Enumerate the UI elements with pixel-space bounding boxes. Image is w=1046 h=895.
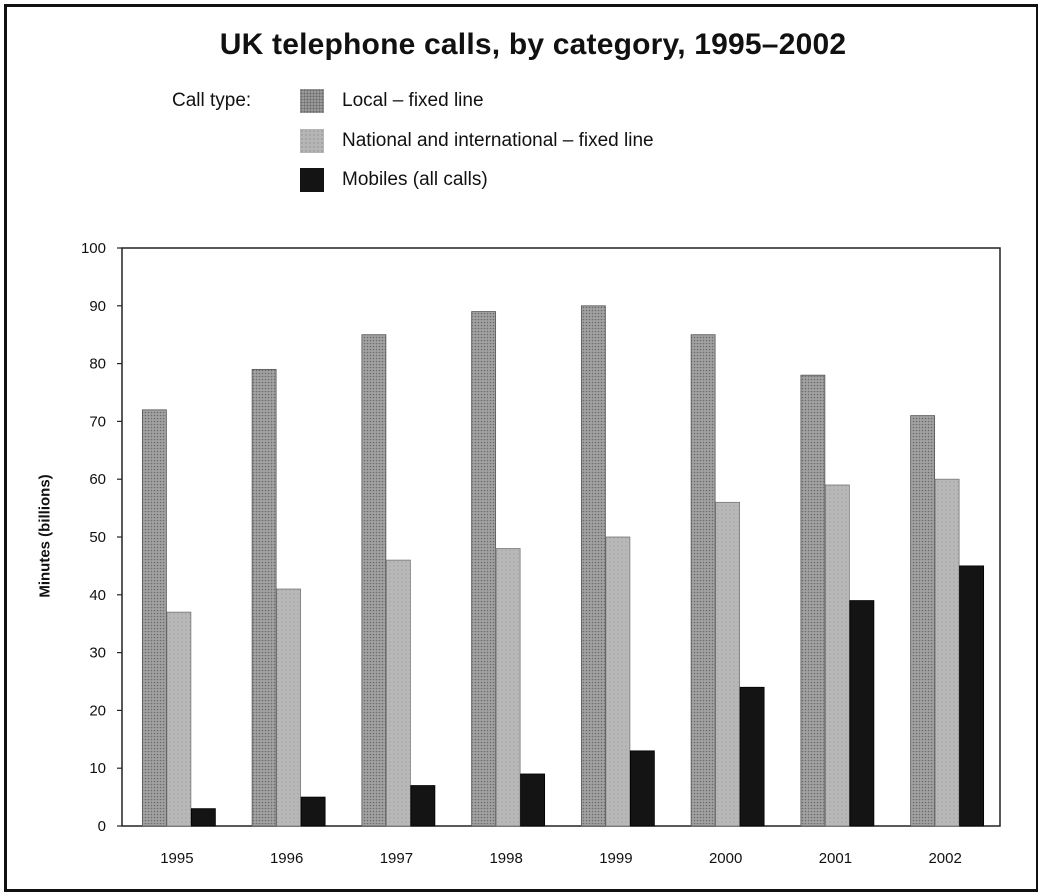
bar-mobiles bbox=[190, 808, 216, 827]
bar-national bbox=[934, 478, 960, 827]
bar-mobiles bbox=[849, 600, 875, 827]
bar-national bbox=[276, 588, 302, 827]
x-tick-label: 1996 bbox=[270, 850, 303, 867]
bar-national bbox=[715, 501, 741, 827]
x-tick-label: 2000 bbox=[709, 850, 742, 867]
y-tick-label: 80 bbox=[89, 356, 106, 373]
y-tick-label: 70 bbox=[89, 413, 106, 430]
chart-title: UK telephone calls, by category, 1995–20… bbox=[219, 28, 847, 61]
x-tick-label: 1997 bbox=[380, 850, 413, 867]
bar-national bbox=[605, 536, 631, 827]
y-tick-label: 0 bbox=[98, 818, 106, 835]
bar-national bbox=[166, 611, 192, 827]
y-tick-label: 40 bbox=[89, 587, 106, 604]
x-tick-label: 2002 bbox=[928, 850, 961, 867]
bar-mobiles bbox=[410, 785, 436, 827]
x-tick-label: 1999 bbox=[599, 850, 632, 867]
bar-local bbox=[251, 368, 277, 827]
y-tick-label: 10 bbox=[89, 760, 106, 777]
legend-swatch-mobiles bbox=[300, 168, 324, 192]
bar-local bbox=[361, 334, 387, 827]
bar-national bbox=[495, 548, 521, 827]
y-tick-label: 30 bbox=[89, 645, 106, 662]
legend-label-local: Local – fixed line bbox=[342, 90, 484, 111]
y-tick-label: 20 bbox=[89, 702, 106, 719]
bar-mobiles bbox=[520, 773, 546, 827]
legend-label-mobiles: Mobiles (all calls) bbox=[342, 169, 488, 190]
bar-local bbox=[800, 374, 826, 827]
x-tick-label: 1995 bbox=[160, 850, 193, 867]
legend-label-national: National and international – fixed line bbox=[342, 130, 654, 151]
bar-local bbox=[690, 334, 716, 827]
bar-national bbox=[824, 484, 850, 827]
bar-mobiles bbox=[959, 565, 985, 827]
legend-heading: Call type: bbox=[172, 90, 252, 111]
y-tick-label: 100 bbox=[81, 240, 106, 257]
bar-local bbox=[141, 409, 167, 827]
legend-swatch-national bbox=[300, 129, 324, 153]
bar-mobiles bbox=[629, 750, 655, 827]
bar-mobiles bbox=[300, 796, 326, 827]
x-tick-label: 2001 bbox=[819, 850, 852, 867]
y-tick-label: 90 bbox=[89, 298, 106, 315]
y-tick-label: 50 bbox=[89, 529, 106, 546]
bar-mobiles bbox=[739, 686, 765, 827]
bar-local bbox=[910, 415, 936, 827]
bar-local bbox=[471, 311, 497, 827]
legend-swatch-local bbox=[300, 89, 324, 113]
chart-frame bbox=[4, 4, 1038, 892]
bar-national bbox=[385, 559, 411, 827]
bar-local bbox=[580, 305, 606, 827]
x-tick-label: 1998 bbox=[489, 850, 522, 867]
y-tick-label: 60 bbox=[89, 471, 106, 488]
